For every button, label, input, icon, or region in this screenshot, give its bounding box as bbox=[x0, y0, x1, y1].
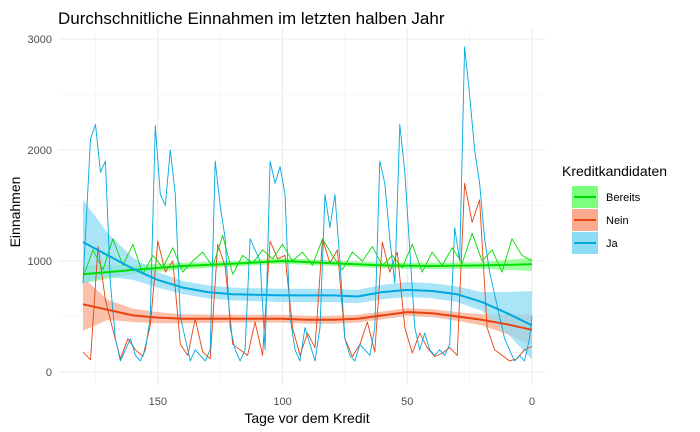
raw-line-nein bbox=[82, 182, 533, 362]
x-tick-label: 150 bbox=[149, 396, 167, 408]
y-tick-label: 0 bbox=[46, 367, 52, 379]
y-tick-label: 2000 bbox=[28, 145, 52, 157]
raw-line-bereits bbox=[82, 232, 533, 278]
legend-label: Ja bbox=[606, 238, 619, 250]
trend-line-bereits bbox=[82, 260, 533, 276]
x-axis-title: Tage vor dem Kredit bbox=[244, 410, 369, 426]
axis-ticks: 150 100 50 0 0 1000 2000 3000 bbox=[28, 34, 536, 408]
legend-entries: Bereits Nein Ja bbox=[572, 186, 641, 254]
trend-line-ja bbox=[82, 241, 533, 327]
x-tick-label: 50 bbox=[401, 396, 413, 408]
legend-label: Bereits bbox=[606, 192, 641, 204]
trend-line-nein bbox=[82, 303, 533, 331]
x-tick-label: 100 bbox=[273, 396, 291, 408]
raw-line-ja bbox=[82, 46, 533, 362]
y-tick-label: 1000 bbox=[28, 256, 52, 268]
x-tick-label: 0 bbox=[529, 396, 535, 408]
legend-label: Nein bbox=[606, 215, 629, 227]
y-tick-label: 3000 bbox=[28, 34, 52, 46]
chart-title: Durchschnitliche Einnahmen im letzten ha… bbox=[58, 9, 445, 28]
grid-lines bbox=[58, 28, 545, 385]
confidence-band-ja bbox=[83, 199, 532, 360]
raw-series-lines bbox=[82, 46, 533, 362]
y-axis-title: Einnahmen bbox=[7, 177, 23, 248]
legend-title: Kreditkandidaten bbox=[562, 163, 667, 179]
legend: Kreditkandidaten Bereits Nein Ja bbox=[562, 163, 667, 254]
confidence-band-nein bbox=[83, 277, 532, 346]
trend-lines bbox=[82, 241, 533, 331]
